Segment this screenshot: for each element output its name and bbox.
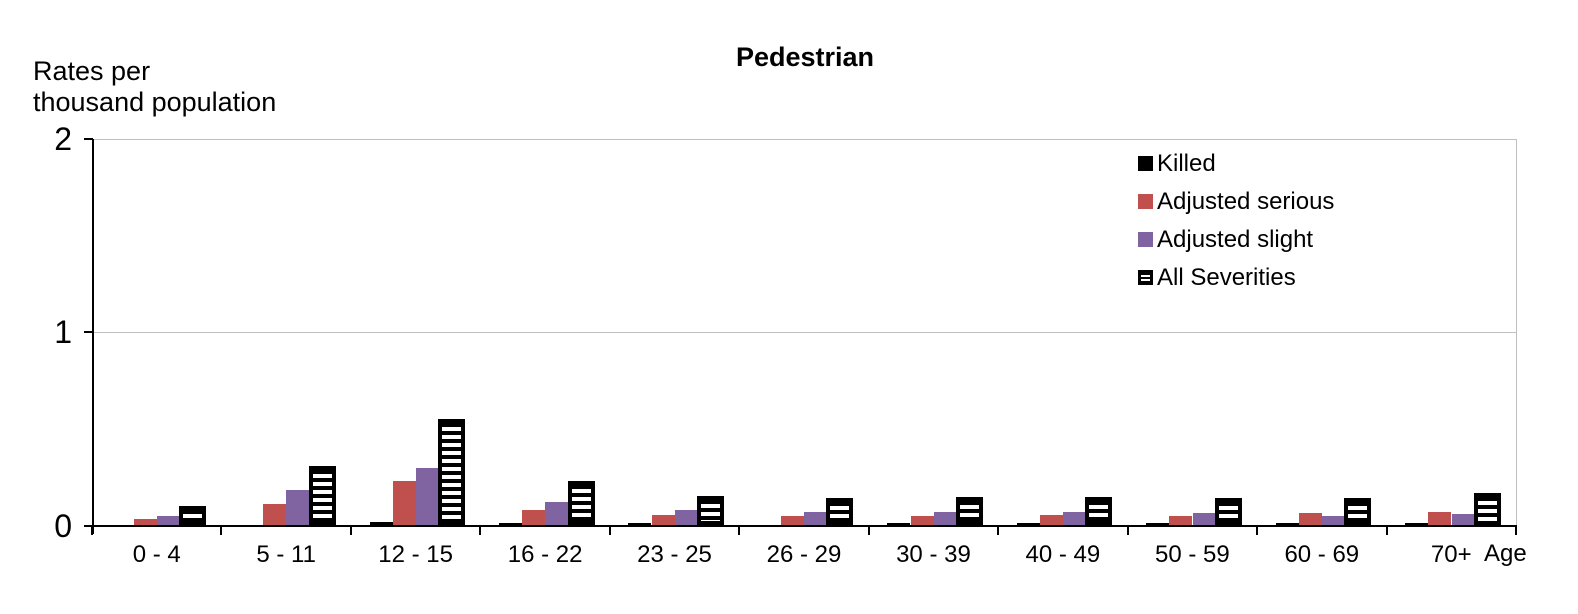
bar-all-severities-23-25 xyxy=(697,495,725,526)
x-tick-label-5-11: 5 - 11 xyxy=(256,540,316,568)
legend-item-adjusted-slight: Adjusted slight xyxy=(1138,225,1334,253)
x-tick-1 xyxy=(220,525,223,535)
x-tick-label-26-29: 26 - 29 xyxy=(766,540,842,568)
legend-item-killed: Killed xyxy=(1138,149,1334,177)
bar-all-severities-16-22 xyxy=(567,481,595,526)
y-tick-label-0: 0 xyxy=(54,507,72,544)
legend-swatch-killed-icon xyxy=(1138,156,1153,171)
bar-all-severities-70+ xyxy=(1473,492,1501,526)
x-tick-label-40-49: 40 - 49 xyxy=(1025,540,1101,568)
bar-killed-30-39 xyxy=(887,523,911,526)
bar-all-severities-26-29 xyxy=(826,498,854,526)
bar-adjusted-serious-5-11 xyxy=(263,504,287,526)
legend-item-all-severities: All Severities xyxy=(1138,263,1334,291)
bar-killed-23-25 xyxy=(628,522,652,526)
legend-label-adjusted-serious: Adjusted serious xyxy=(1157,187,1335,215)
plot-right-border xyxy=(1516,139,1517,526)
x-tick-6 xyxy=(867,525,870,535)
x-tick-label-30-39: 30 - 39 xyxy=(896,540,971,568)
bar-all-severities-0-4 xyxy=(179,506,207,526)
bar-all-severities-30-39 xyxy=(955,496,983,526)
y-tick-label-2: 2 xyxy=(54,121,72,157)
bar-all-severities-5-11 xyxy=(308,465,336,526)
bar-adjusted-slight-60-69 xyxy=(1322,515,1346,526)
bar-killed-70+ xyxy=(1405,522,1429,526)
x-tick-label-12-15: 12 - 15 xyxy=(378,540,453,568)
bar-adjusted-serious-0-4 xyxy=(133,518,157,526)
bar-adjusted-slight-26-29 xyxy=(804,511,828,526)
bar-all-severities-12-15 xyxy=(438,419,466,526)
x-tick-7 xyxy=(997,525,1000,535)
bar-all-severities-50-59 xyxy=(1214,498,1242,526)
x-tick-3 xyxy=(479,525,482,535)
bar-adjusted-slight-50-59 xyxy=(1192,512,1216,526)
bar-adjusted-serious-26-29 xyxy=(781,515,805,526)
bar-adjusted-serious-60-69 xyxy=(1298,512,1322,526)
legend-swatch-adjusted-serious-icon xyxy=(1138,194,1153,209)
legend-label-all-severities: All Severities xyxy=(1157,263,1296,291)
bar-adjusted-slight-23-25 xyxy=(674,510,698,526)
bar-adjusted-serious-16-22 xyxy=(522,510,546,526)
x-tick-2 xyxy=(349,525,352,535)
y-axis-line xyxy=(92,139,94,534)
bar-adjusted-serious-40-49 xyxy=(1039,514,1063,526)
x-tick-label-0-4: 0 - 4 xyxy=(132,540,181,568)
legend-swatch-all-severities-icon xyxy=(1138,270,1153,285)
bar-adjusted-slight-12-15 xyxy=(415,467,439,526)
bar-adjusted-slight-16-22 xyxy=(545,502,569,526)
x-tick-label-50-59: 50 - 59 xyxy=(1154,540,1230,568)
y-tick-label-1: 1 xyxy=(54,314,72,351)
x-tick-9 xyxy=(1256,525,1259,535)
legend-item-adjusted-serious: Adjusted serious xyxy=(1138,187,1335,215)
chart-title: Pedestrian xyxy=(735,42,875,72)
bar-killed-40-49 xyxy=(1016,522,1040,526)
bar-killed-16-22 xyxy=(498,523,522,526)
y-axis-title: Rates per thousand population xyxy=(33,56,277,117)
x-tick-label-23-25: 23 - 25 xyxy=(637,540,712,568)
bar-adjusted-serious-12-15 xyxy=(392,481,416,526)
bar-adjusted-slight-40-49 xyxy=(1063,511,1087,526)
bar-killed-50-59 xyxy=(1146,523,1170,526)
gridline-1 xyxy=(92,331,1516,333)
x-tick-label-60-69: 60 - 69 xyxy=(1284,540,1360,568)
x-tick-10 xyxy=(1385,525,1388,535)
gridline-2 xyxy=(92,138,1516,140)
bar-adjusted-serious-23-25 xyxy=(651,514,675,526)
bar-adjusted-slight-5-11 xyxy=(286,489,310,526)
x-tick-label-70+: 70+ xyxy=(1430,540,1472,568)
bar-adjusted-slight-70+ xyxy=(1451,513,1475,526)
y-tick-2 xyxy=(84,138,93,140)
x-axis-title: Age xyxy=(1484,540,1527,567)
x-tick-5 xyxy=(738,525,741,535)
legend-swatch-adjusted-slight-icon xyxy=(1138,232,1153,247)
legend: Killed Adjusted serious Adjusted slight All… xyxy=(1138,149,1335,304)
bar-adjusted-slight-0-4 xyxy=(157,515,180,526)
y-tick-1 xyxy=(84,331,93,334)
bar-all-severities-40-49 xyxy=(1085,497,1113,526)
x-tick-0 xyxy=(91,525,93,535)
x-axis-line xyxy=(84,524,1517,527)
bar-adjusted-serious-50-59 xyxy=(1169,515,1193,526)
x-tick-8 xyxy=(1126,525,1129,535)
legend-label-killed: Killed xyxy=(1157,149,1216,177)
bar-adjusted-slight-30-39 xyxy=(933,511,957,526)
bar-all-severities-60-69 xyxy=(1344,498,1372,526)
bar-killed-60-69 xyxy=(1275,523,1299,526)
bar-killed-12-15 xyxy=(369,521,393,526)
bar-adjusted-serious-30-39 xyxy=(910,515,934,526)
x-tick-4 xyxy=(608,525,611,535)
bar-adjusted-serious-70+ xyxy=(1428,511,1452,526)
x-tick-label-16-22: 16 - 22 xyxy=(507,540,583,568)
legend-label-adjusted-slight: Adjusted slight xyxy=(1157,225,1314,253)
x-tick-11 xyxy=(1515,525,1517,535)
